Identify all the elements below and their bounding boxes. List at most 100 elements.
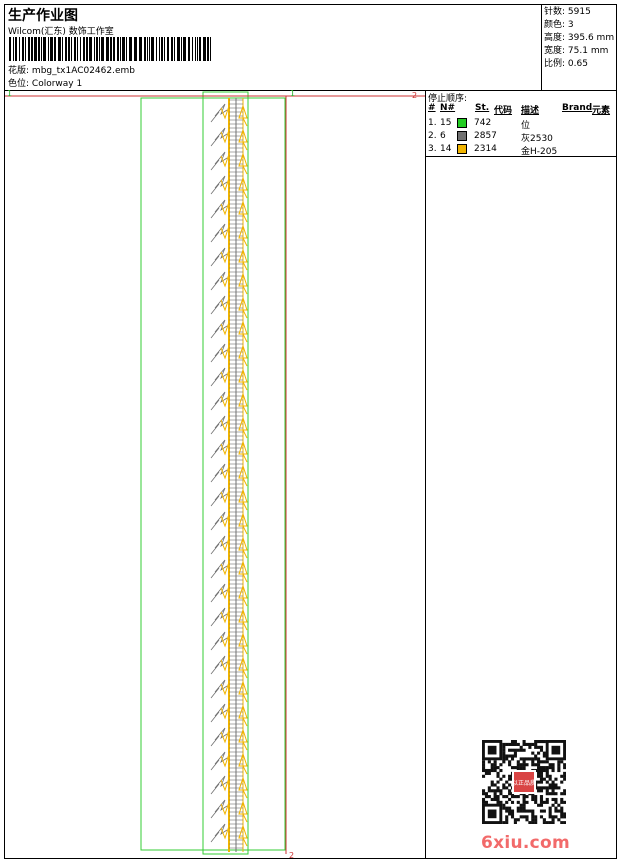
qr-module: [534, 821, 538, 824]
design-file-line: 花版: mbg_tx1AC02462.emb: [8, 63, 135, 76]
qr-module: [522, 763, 526, 767]
qr-module: [537, 771, 541, 775]
stop-row: 3. 14 2314 金H-205: [426, 144, 616, 157]
zigzag-stitch: [220, 201, 230, 216]
tail-stitch: [242, 837, 248, 847]
qr-module: [508, 777, 512, 781]
qr-module: [522, 800, 526, 804]
qr-module: [522, 797, 526, 802]
zigzag-stitch: [220, 825, 230, 840]
barcode-bar: [28, 37, 30, 61]
qr-module: [516, 760, 520, 764]
leaf-motif: [210, 535, 228, 555]
stat-label: 颜色:: [544, 20, 566, 30]
qr-module: [537, 751, 541, 755]
qr-module: [522, 809, 526, 813]
qr-module: [531, 809, 535, 813]
barcode-bar: [101, 37, 104, 61]
zigzag-stitch: [220, 273, 230, 288]
tail-stitch: [242, 141, 248, 151]
marker-top-left: 1: [7, 90, 12, 98]
leaf-motif: [210, 247, 228, 267]
qr-module: [519, 806, 523, 810]
qr-module: [539, 795, 544, 799]
qr-module: [519, 803, 523, 807]
barcode-bar: [110, 37, 112, 61]
tail-stitch: [242, 453, 248, 463]
qr-module: [557, 786, 561, 790]
qr-finder: [487, 809, 497, 819]
qr-module: [513, 795, 517, 799]
qr-module: [563, 763, 566, 767]
qr-module: [508, 763, 512, 767]
qr-module: [551, 780, 555, 784]
qr-module: [493, 763, 497, 767]
qr-module: [557, 803, 561, 807]
qr-module: [513, 740, 517, 744]
qr-module: [505, 780, 509, 784]
qr-module: [510, 815, 515, 819]
tail-stitch: [242, 117, 248, 127]
tail-stitch: [242, 717, 248, 727]
colorway-line: 色位: Colorway 1: [8, 76, 82, 89]
design-file-label: 花版:: [8, 66, 30, 76]
qr-module: [502, 760, 506, 764]
qr-module: [554, 797, 558, 802]
qr-finder: [487, 745, 497, 755]
qr-module: [496, 789, 500, 793]
qr-module: [482, 774, 486, 778]
stop-code: 2314: [474, 144, 497, 154]
tail-stitch: [242, 789, 248, 799]
qr-module: [502, 806, 506, 810]
qr-module: [522, 742, 526, 746]
qr-module: [525, 795, 529, 799]
qr-module: [551, 821, 555, 824]
qr-module: [510, 757, 515, 761]
barcode-bar: [181, 37, 182, 61]
barcode-bar: [199, 37, 201, 61]
qr-module: [499, 768, 503, 773]
qr-module: [505, 815, 509, 819]
design-bounds: [202, 91, 249, 855]
stop-index: 1.: [428, 118, 437, 128]
qr-module: [525, 742, 529, 746]
leaf-motif: [210, 391, 228, 411]
qr-module: [508, 806, 512, 810]
qr-module: [534, 800, 538, 804]
qr-module: [522, 806, 526, 810]
qr-module: [534, 797, 538, 802]
qr-module: [505, 818, 509, 822]
qr-module: [502, 745, 506, 749]
zigzag-stitch: [220, 297, 230, 312]
tail-stitch: [242, 525, 248, 535]
qr-module: [548, 812, 552, 816]
qr-module: [482, 768, 486, 773]
qr-module: [499, 800, 503, 804]
leaf-motif: [210, 319, 228, 339]
qr-module: [484, 795, 488, 799]
qr-finder: [551, 745, 561, 755]
qr-module: [516, 800, 520, 804]
barcode-bar: [25, 37, 26, 61]
qr-module: [510, 754, 515, 758]
barcode-bar: [151, 37, 154, 61]
qr-module: [539, 740, 544, 744]
qr-module: [528, 745, 532, 749]
stop-row: 2. 6 2857 灰2530: [426, 131, 616, 144]
qr-module: [508, 789, 512, 793]
qr-module: [502, 757, 506, 761]
barcode-bar: [171, 37, 173, 61]
qr-module: [545, 789, 549, 793]
qr-module: [542, 809, 546, 813]
qr-module: [482, 766, 486, 770]
qr-module: [557, 760, 561, 764]
zigzag-stitch: [220, 465, 230, 480]
qr-module: [487, 760, 491, 764]
qr-module: [505, 821, 509, 824]
qr-module: [563, 821, 566, 824]
qr-module: [537, 774, 541, 778]
qr-module: [560, 797, 564, 802]
qr-module: [505, 806, 509, 810]
qr-module: [510, 740, 515, 744]
qr-module: [554, 783, 558, 787]
